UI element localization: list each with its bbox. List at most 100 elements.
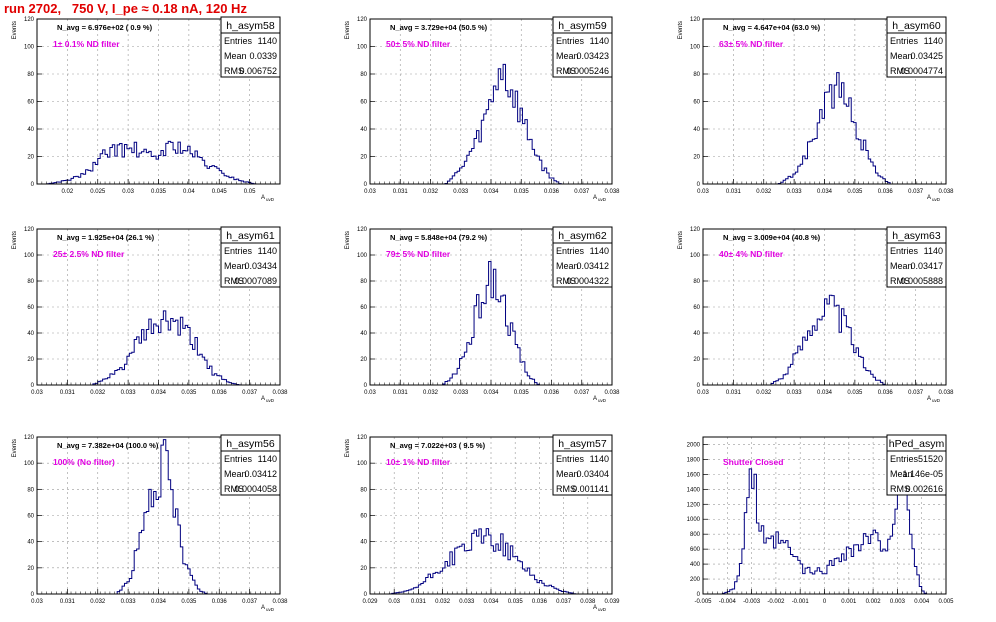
x-tick-label: 0.035 bbox=[508, 599, 524, 605]
x-tick-label: 0.032 bbox=[90, 599, 106, 605]
y-tick-label: 1400 bbox=[687, 487, 701, 493]
y-tick-label: 100 bbox=[357, 45, 368, 51]
y-axis-label: Events bbox=[12, 439, 18, 457]
y-tick-label: 40 bbox=[360, 540, 367, 546]
page-title: run 2702, 750 V, I_pe ≈ 0.18 nA, 120 Hz bbox=[4, 1, 247, 16]
histogram-panel-h_asym63: 0.03 0.031 0.032 0.033 0.034 0.035 0.036 0.037 0… bbox=[678, 226, 954, 403]
y-tick-label: 40 bbox=[360, 331, 367, 337]
stats-value: 1140 bbox=[258, 36, 277, 46]
x-tick-label: 0.038 bbox=[580, 599, 596, 605]
naverage-label: N_avg = 3.009e+04 (40.8 %) bbox=[723, 233, 821, 242]
stats-box-frame bbox=[886, 16, 947, 78]
stats-box-frame bbox=[220, 16, 281, 78]
y-tick-label: 1200 bbox=[687, 502, 701, 508]
histogram-panel-h_asym62: 0.03 0.031 0.032 0.033 0.034 0.035 0.036 0.037 0… bbox=[345, 226, 620, 403]
stats-value: 0.03417 bbox=[910, 261, 943, 271]
x-tick-label: 0.033 bbox=[787, 189, 803, 195]
stats-label: Entries bbox=[890, 36, 919, 46]
x-tick-label: 0.03 bbox=[697, 390, 709, 396]
y-tick-label: 0 bbox=[31, 592, 35, 598]
x-tick-label: 0.003 bbox=[890, 599, 906, 605]
y-tick-label: 100 bbox=[24, 253, 35, 259]
y-tick-label: 120 bbox=[24, 17, 35, 23]
x-tick-label: 0.032 bbox=[756, 189, 772, 195]
x-tick-label: 0.035 bbox=[514, 189, 530, 195]
x-tick-label: 0.033 bbox=[121, 599, 137, 605]
x-tick-label: 0.004 bbox=[914, 599, 930, 605]
y-tick-label: 100 bbox=[690, 45, 701, 51]
x-tick-label: 0.001 bbox=[841, 599, 857, 605]
stats-label: Entries bbox=[890, 246, 919, 256]
x-tick-label: 0.036 bbox=[544, 390, 560, 396]
y-tick-label: 60 bbox=[360, 100, 367, 106]
stats-box-frame bbox=[220, 434, 281, 496]
x-tick-label: 0.038 bbox=[604, 189, 620, 195]
stats-label: RMS bbox=[224, 276, 244, 286]
stats-box-title: h_asym63 bbox=[892, 230, 941, 242]
stats-value: 0.03412 bbox=[244, 469, 277, 479]
y-tick-label: 0 bbox=[697, 383, 701, 389]
x-tick-label: 0.031 bbox=[60, 390, 76, 396]
x-tick-label: 0.036 bbox=[878, 189, 894, 195]
x-tick-label: 0.025 bbox=[90, 189, 106, 195]
stats-value: 1140 bbox=[590, 246, 609, 256]
y-axis-label: Events bbox=[345, 439, 351, 457]
histogram-panel-hPed_asym: -0.005 -0.004 -0.003 -0.002 -0.001 0 0.001 0.00… bbox=[687, 434, 954, 605]
y-axis-label: Events bbox=[12, 21, 18, 39]
stats-value: 0.002616 bbox=[905, 484, 943, 494]
stats-label: Mean bbox=[556, 261, 579, 271]
stats-label: Mean bbox=[890, 51, 913, 61]
x-tick-label: -0.002 bbox=[767, 599, 785, 605]
x-tick-label: 0.035 bbox=[181, 599, 197, 605]
x-tick-label: 0.031 bbox=[393, 189, 409, 195]
x-tick-label: 0.029 bbox=[362, 599, 378, 605]
stats-value: 1.146e-05 bbox=[902, 469, 943, 479]
y-tick-label: 100 bbox=[357, 253, 368, 259]
x-tick-label: 0.037 bbox=[242, 599, 258, 605]
stats-label: Mean bbox=[224, 51, 247, 61]
naverage-label: N_avg = 7.022e+03 ( 9.5 %) bbox=[390, 441, 486, 450]
stats-box: h_asym61 Entries 1140 Mean0.03434RMS0.00070… bbox=[220, 226, 281, 288]
filter-label: 63± 5% ND filter bbox=[719, 39, 784, 49]
y-tick-label: 0 bbox=[697, 592, 701, 598]
x-tick-label: 0.03 bbox=[697, 189, 709, 195]
x-tick-label: 0.039 bbox=[604, 599, 620, 605]
y-tick-label: 80 bbox=[360, 72, 367, 78]
x-tick-label: 0.038 bbox=[604, 390, 620, 396]
filter-label: 1± 0.1% ND filter bbox=[53, 39, 120, 49]
x-tick-label: 0.002 bbox=[866, 599, 882, 605]
y-tick-label: 120 bbox=[24, 227, 35, 233]
x-tick-label: -0.001 bbox=[792, 599, 810, 605]
x-tick-label: 0.038 bbox=[272, 599, 288, 605]
x-tick-label: 0.037 bbox=[574, 189, 590, 195]
x-tick-label: 0.04 bbox=[183, 189, 195, 195]
histogram-panel-h_asym59: 0.03 0.031 0.032 0.033 0.034 0.035 0.036 0.037 0… bbox=[345, 16, 620, 202]
y-tick-label: 80 bbox=[27, 72, 34, 78]
stats-box: h_asym59 Entries 1140 Mean0.03423RMS0.00052… bbox=[552, 16, 613, 78]
histogram-line-h_asym61 bbox=[37, 310, 280, 386]
y-tick-label: 80 bbox=[27, 487, 34, 493]
x-tick-label: 0.032 bbox=[423, 390, 439, 396]
stats-label: Entries bbox=[556, 454, 585, 464]
stats-box-frame bbox=[886, 226, 947, 288]
stats-value: 1140 bbox=[258, 246, 277, 256]
x-axis-label: AuvD bbox=[261, 396, 275, 403]
stats-box-frame bbox=[552, 16, 613, 78]
x-axis-label: AuvD bbox=[593, 396, 607, 403]
stats-value: 1140 bbox=[590, 454, 609, 464]
x-tick-label: 0.02 bbox=[62, 189, 74, 195]
stats-box-title: h_asym56 bbox=[226, 438, 275, 450]
histogram-panel-h_asym57: 0.029 0.03 0.031 0.032 0.033 0.034 0.035 0.036 0… bbox=[345, 434, 620, 612]
x-tick-label: 0.031 bbox=[60, 599, 76, 605]
x-tick-label: 0.038 bbox=[938, 189, 954, 195]
x-axis-label: AuvD bbox=[927, 195, 941, 202]
y-tick-label: 40 bbox=[27, 127, 34, 133]
stats-label: RMS bbox=[556, 484, 576, 494]
y-tick-label: 120 bbox=[357, 435, 368, 441]
stats-box: h_asym57 Entries 1140 Mean0.03404RMS0.00114… bbox=[552, 434, 613, 496]
x-tick-label: 0.034 bbox=[817, 189, 833, 195]
y-tick-label: 60 bbox=[27, 305, 34, 311]
